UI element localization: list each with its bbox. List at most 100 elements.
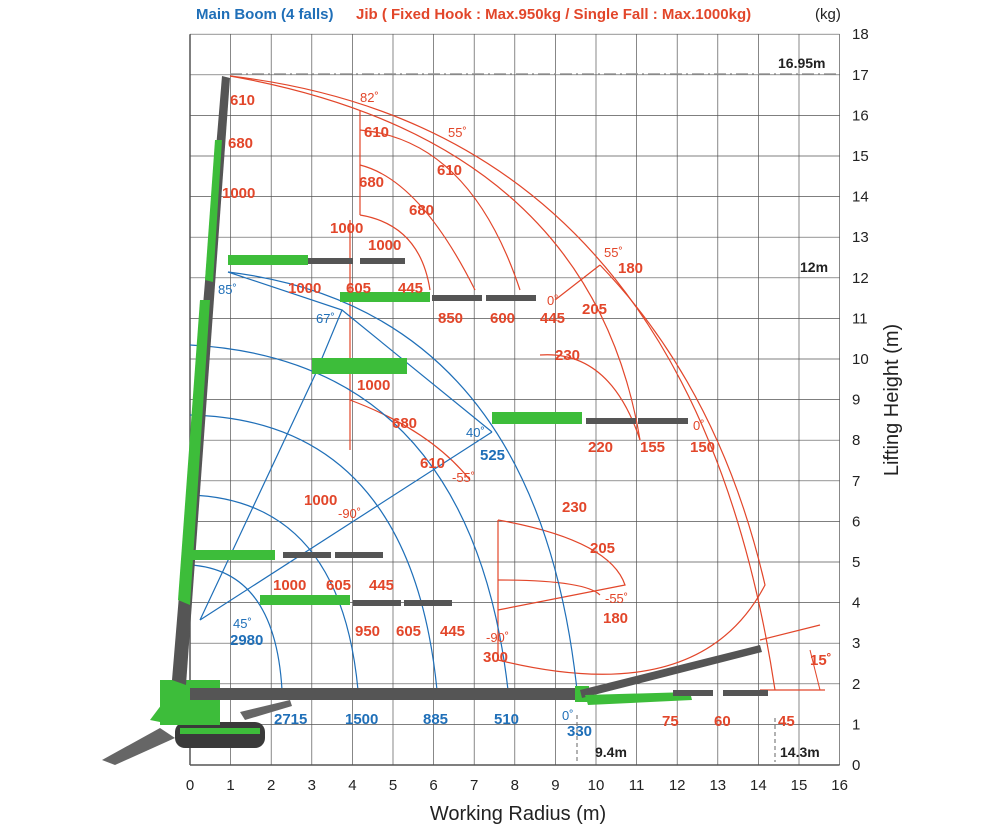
jib-load: 600 [490,310,515,327]
grid [189,33,840,766]
jib-angle-neg90-b: -90˚ [486,630,509,645]
y-tick-label: 9 [852,392,860,409]
x-tick-label: 16 [831,777,848,794]
jib-load: 605 [326,577,351,594]
main-boom-angle-labels: 85˚ 67˚ 45˚ 40˚ 0˚ [218,282,574,723]
main-height-label: 12m [800,259,828,275]
jib-load: 680 [228,135,253,152]
load-2980: 2980 [230,632,263,649]
y-tick-label: 17 [852,67,869,84]
jib-legend: Jib ( Fixed Hook : Max.950kg / Single Fa… [356,6,752,23]
jib-envelope [229,75,825,691]
y-tick-label: 4 [852,595,860,612]
jib-angle-0-a: 0˚ [547,293,559,308]
jib-rows [190,255,768,696]
y-tick-label: 16 [852,107,869,124]
jib-load: 680 [409,202,434,219]
x-tick-label: 9 [551,777,559,794]
jib-load: 300 [483,649,508,666]
load-1500: 1500 [345,711,378,728]
x-tick-label: 13 [709,777,726,794]
jib-load: 1000 [222,185,255,202]
y-tick-label: 7 [852,473,860,490]
main-boom-load-labels: 2715 1500 885 510 330 2980 525 [230,447,592,740]
y-tick-label: 15 [852,148,869,165]
jib-load: 230 [562,499,587,516]
x-tick-label: 14 [750,777,767,794]
x-axis-ticks: 0 1 2 3 4 5 6 7 8 9 10 11 12 13 14 15 16 [186,777,848,794]
jib-tilt-angle: 15˚ [810,652,832,669]
jib-load: 680 [359,174,384,191]
y-tick-label: 11 [852,310,868,327]
load-510: 510 [494,711,519,728]
main-boom-envelope [189,271,579,701]
x-tick-label: 8 [511,777,519,794]
jib-load: 445 [398,280,423,297]
load-525: 525 [480,447,505,464]
x-tick-label: 12 [669,777,686,794]
jib-load: 445 [440,623,465,640]
load-2715: 2715 [274,711,307,728]
jib-load: 610 [420,455,445,472]
jib-angle-neg55-b: -55˚ [605,591,628,606]
jib-load: 1000 [330,220,363,237]
y-tick-label: 0 [852,757,860,774]
y-tick-label: 2 [852,676,860,693]
jib-load: 205 [590,540,615,557]
jib-load: 445 [540,310,565,327]
jib-load: 1000 [357,377,390,394]
jib-angle-neg55-a: -55˚ [452,470,475,485]
main-boom-legend: Main Boom (4 falls) [196,6,334,23]
x-tick-label: 6 [429,777,437,794]
jib-load: 610 [364,124,389,141]
y-tick-label: 14 [852,189,869,206]
max-radius-label: 14.3m [780,744,820,760]
y-tick-label: 6 [852,513,860,530]
jib-load: 605 [346,280,371,297]
jib-load: 1000 [288,280,321,297]
max-height-label: 16.95m [778,55,825,71]
jib-load: 60 [714,713,731,730]
x-tick-label: 5 [389,777,397,794]
jib-load: 610 [230,92,255,109]
jib-load: 680 [392,415,417,432]
jib-load: 850 [438,310,463,327]
jib-load: 445 [369,577,394,594]
jib-load: 950 [355,623,380,640]
jib-load: 1000 [273,577,306,594]
x-tick-label: 1 [226,777,234,794]
angle-40: 40˚ [466,425,485,440]
jib-angle-55-mid: 55˚ [604,245,623,260]
jib-load: 75 [662,713,679,730]
y-tick-label: 12 [852,270,869,287]
dimension-labels: 16.95m 12m 9.4m 14.3m [595,55,828,760]
y-tick-label: 3 [852,635,860,652]
y-tick-label: 8 [852,432,860,449]
jib-load: 45 [778,713,795,730]
main-radius-label: 9.4m [595,744,627,760]
jib-load: 180 [603,610,628,627]
unit-label: (kg) [815,6,841,23]
jib-angle-82: 82˚ [360,90,379,105]
jib-load: 180 [618,260,643,277]
y-tick-label: 18 [852,26,869,43]
x-tick-label: 7 [470,777,478,794]
jib-load: 150 [690,439,715,456]
load-885: 885 [423,711,448,728]
x-tick-label: 2 [267,777,275,794]
x-axis-label: Working Radius (m) [430,803,606,825]
angle-45: 45˚ [233,616,252,631]
angle-85: 85˚ [218,282,237,297]
x-tick-label: 0 [186,777,194,794]
y-tick-label: 13 [852,229,869,246]
jib-load-labels: 610 680 1000 610 610 680 680 1000 1000 1… [222,92,795,730]
jib-load: 1000 [368,237,401,254]
x-tick-label: 10 [588,777,605,794]
jib-load: 230 [555,347,580,364]
jib-angle-labels: 82˚ 55˚ 55˚ 0˚ 0˚ -55˚ -90˚ -55˚ -90˚ 15… [338,90,832,669]
x-tick-label: 3 [308,777,316,794]
y-tick-label: 10 [852,351,869,368]
mini-crawler-crane-icon [102,76,762,765]
